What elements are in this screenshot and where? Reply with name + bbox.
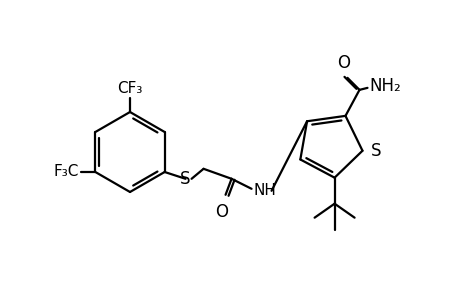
Text: NH₂: NH₂ <box>369 77 400 95</box>
Text: NH: NH <box>253 183 276 198</box>
Text: O: O <box>336 54 349 72</box>
Text: F₃C: F₃C <box>54 164 79 179</box>
Text: CF₃: CF₃ <box>117 81 142 96</box>
Text: S: S <box>369 142 380 160</box>
Text: O: O <box>215 203 228 221</box>
Text: S: S <box>180 170 190 188</box>
